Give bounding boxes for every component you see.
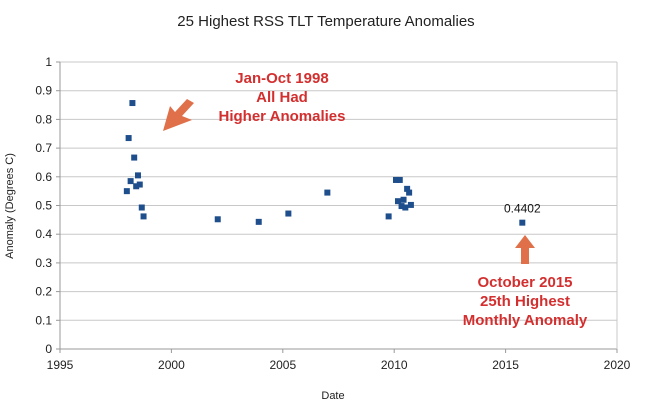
data-point (519, 219, 526, 226)
y-tick-label: 0.9 (35, 84, 52, 98)
y-axis-ticks: 0 0.1 0.2 0.3 0.4 0.5 0.6 0.7 0.8 0.9 1 (35, 55, 60, 356)
y-tick-label: 0.2 (35, 285, 52, 299)
data-point (255, 218, 262, 225)
data-label: 0.4402 (504, 202, 541, 216)
y-axis-label: Anomaly (Degrees C) (4, 153, 16, 259)
x-tick-label: 2005 (269, 358, 296, 372)
annotation-1998-text: Higher Anomalies (219, 108, 346, 125)
x-tick-label: 2010 (381, 358, 408, 372)
data-point (127, 178, 134, 185)
annotation-2015-text: October 2015 (477, 274, 572, 291)
x-tick-label: 2015 (492, 358, 519, 372)
y-tick-label: 0.3 (35, 256, 52, 270)
y-tick-label: 0.1 (35, 313, 52, 327)
y-tick-label: 0.6 (35, 170, 52, 184)
data-point (138, 204, 145, 211)
data-point (129, 100, 136, 107)
data-point (392, 176, 399, 183)
y-tick-label: 0 (45, 342, 52, 356)
data-point (133, 183, 140, 190)
y-tick-label: 1 (45, 55, 52, 69)
data-point (402, 204, 409, 211)
grid (60, 61, 617, 350)
x-tick-label: 1995 (47, 358, 74, 372)
annotations: Jan-Oct 1998 All Had Higher Anomalies Octob… (163, 70, 588, 329)
x-tick-label: 2000 (158, 358, 185, 372)
data-point (407, 201, 414, 208)
arrow-up-icon (515, 235, 535, 264)
data-point (324, 189, 331, 196)
annotation-2015-text: Monthly Anomaly (463, 312, 588, 329)
data-point (214, 216, 221, 223)
annotation-1998-text: Jan-Oct 1998 (235, 70, 328, 87)
data-point (404, 185, 411, 192)
y-tick-label: 0.7 (35, 141, 52, 155)
data-point (123, 188, 130, 195)
data-point (394, 198, 401, 205)
arrow-down-left-icon (163, 99, 194, 131)
data-point (136, 181, 143, 188)
data-point (406, 189, 413, 196)
y-tick-label: 0.4 (35, 227, 52, 241)
data-points: 0.4402 (123, 100, 541, 226)
data-point (400, 196, 407, 203)
annotation-1998-text: All Had (256, 89, 308, 106)
data-point (396, 176, 403, 183)
annotation-2015-text: 25th Highest (480, 293, 570, 310)
data-point (398, 203, 405, 210)
y-tick-label: 0.5 (35, 199, 52, 213)
y-tick-label: 0.8 (35, 112, 52, 126)
data-point (134, 172, 141, 179)
data-point (140, 213, 147, 220)
x-tick-label: 2020 (604, 358, 631, 372)
x-axis-label: Date (321, 390, 344, 402)
data-point (131, 154, 138, 161)
data-point (125, 135, 132, 142)
x-axis-ticks: 1995 2000 2005 2010 2015 2020 (47, 349, 631, 372)
data-point (285, 210, 292, 217)
data-point (385, 213, 392, 220)
chart-title: 25 Highest RSS TLT Temperature Anomalies (177, 13, 474, 30)
